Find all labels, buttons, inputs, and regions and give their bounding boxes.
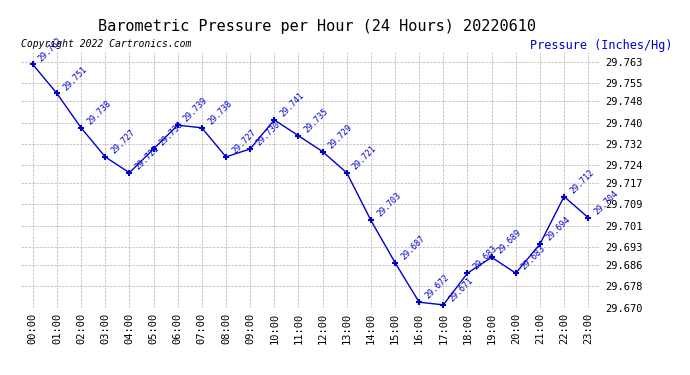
Text: 29.687: 29.687 (400, 234, 427, 261)
Text: 29.730: 29.730 (255, 120, 282, 147)
Text: Copyright 2022 Cartronics.com: Copyright 2022 Cartronics.com (21, 39, 191, 50)
Text: 29.721: 29.721 (351, 144, 379, 171)
Text: 29.721: 29.721 (134, 144, 161, 171)
Text: 29.703: 29.703 (375, 191, 403, 219)
Text: 29.689: 29.689 (496, 228, 524, 256)
Text: 29.741: 29.741 (279, 91, 306, 118)
Text: 29.729: 29.729 (327, 123, 355, 150)
Text: 29.739: 29.739 (182, 96, 210, 124)
Text: 29.672: 29.672 (424, 273, 451, 301)
Text: 29.712: 29.712 (569, 168, 596, 195)
Text: 29.730: 29.730 (158, 120, 186, 147)
Text: 29.671: 29.671 (448, 276, 475, 303)
Text: 29.751: 29.751 (61, 64, 89, 92)
Text: 29.738: 29.738 (206, 99, 234, 126)
Text: 29.727: 29.727 (230, 128, 258, 156)
Text: 29.704: 29.704 (593, 189, 620, 216)
Text: 29.683: 29.683 (472, 244, 500, 272)
Text: 29.683: 29.683 (520, 244, 548, 272)
Text: 29.738: 29.738 (86, 99, 113, 126)
Text: Barometric Pressure per Hour (24 Hours) 20220610: Barometric Pressure per Hour (24 Hours) … (99, 19, 536, 34)
Text: 29.694: 29.694 (544, 215, 572, 243)
Text: 29.735: 29.735 (303, 107, 331, 134)
Text: Pressure (Inches/Hg): Pressure (Inches/Hg) (530, 39, 673, 53)
Text: 29.727: 29.727 (110, 128, 137, 156)
Text: 29.762: 29.762 (37, 35, 65, 63)
